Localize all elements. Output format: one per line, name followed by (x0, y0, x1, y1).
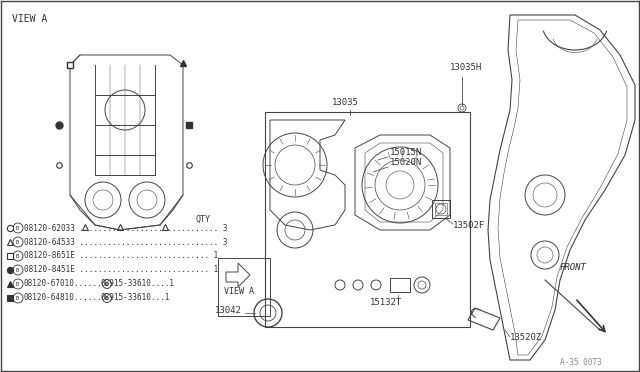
Text: 08915-33610....1: 08915-33610....1 (100, 279, 175, 289)
Text: 13042: 13042 (215, 306, 242, 315)
Text: A-35 0073: A-35 0073 (560, 358, 602, 367)
Text: 15132T: 15132T (370, 298, 403, 307)
Bar (435, 203, 447, 215)
Text: 15015N: 15015N (390, 148, 422, 157)
Text: W: W (105, 295, 108, 301)
Text: 08120-8651E ............................ 1: 08120-8651E ............................… (24, 251, 218, 260)
Text: B: B (16, 225, 19, 231)
Text: W: W (105, 282, 108, 286)
Bar (265, 112, 470, 327)
Bar (218, 258, 270, 316)
Text: VIEW A: VIEW A (12, 14, 47, 24)
Text: FRONT: FRONT (560, 263, 587, 272)
Text: 13502F: 13502F (453, 221, 485, 230)
Text: 15020N: 15020N (390, 158, 422, 167)
Text: 13035: 13035 (332, 98, 359, 107)
Text: QTY: QTY (195, 215, 210, 224)
Text: B: B (16, 295, 19, 301)
Bar (432, 200, 450, 218)
Text: 13035H: 13035H (450, 63, 483, 72)
Bar (390, 278, 410, 292)
Text: B: B (16, 253, 19, 259)
Text: B: B (16, 267, 19, 273)
Text: B: B (16, 240, 19, 244)
Text: 08120-64533 .............................. 3: 08120-64533 ............................… (24, 237, 227, 247)
Text: B: B (16, 282, 19, 286)
Text: 08120-64810......: 08120-64810...... (24, 294, 102, 302)
Text: 08120-8451E ............................ 1: 08120-8451E ............................… (24, 266, 218, 275)
Text: VIEW A: VIEW A (224, 287, 254, 296)
Text: 08120-62033 .............................. 3: 08120-62033 ............................… (24, 224, 227, 232)
Text: 08915-33610...1: 08915-33610...1 (100, 294, 170, 302)
Text: 08120-67010......: 08120-67010...... (24, 279, 102, 289)
Text: 13520Z: 13520Z (510, 333, 542, 342)
